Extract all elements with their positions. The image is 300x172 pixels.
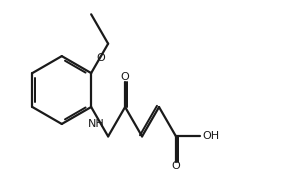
Text: OH: OH xyxy=(202,131,220,141)
Text: NH: NH xyxy=(88,119,105,129)
Text: O: O xyxy=(172,161,180,171)
Text: O: O xyxy=(96,53,105,63)
Text: O: O xyxy=(121,72,130,83)
